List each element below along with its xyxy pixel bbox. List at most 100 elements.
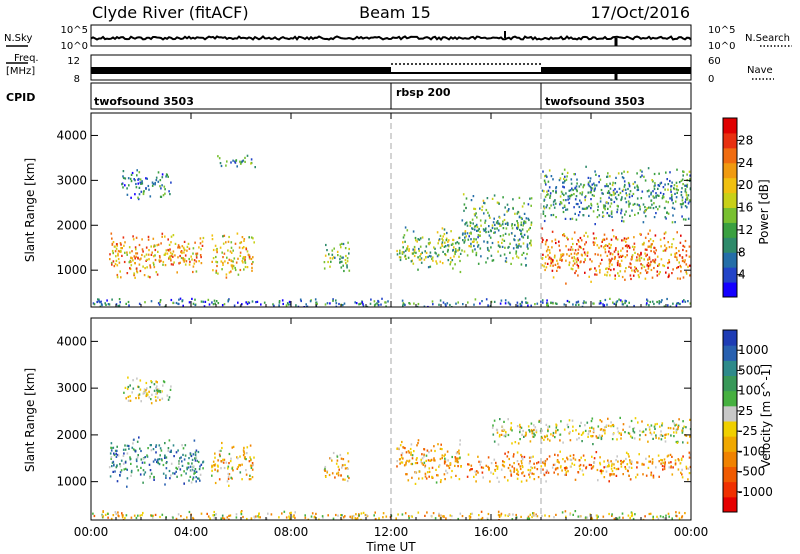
velocity-cell — [156, 385, 158, 388]
velocity-cell — [447, 459, 449, 462]
velocity-cell — [351, 517, 354, 520]
power-cell — [527, 203, 530, 206]
power-cell — [225, 273, 228, 276]
velocity-cell — [493, 419, 496, 422]
power-cell — [667, 183, 670, 186]
power-cell — [552, 190, 554, 193]
power-cell — [611, 257, 613, 260]
velocity-cell — [293, 514, 295, 517]
power-cell — [604, 251, 607, 254]
power-cell — [428, 254, 431, 258]
power-cell — [116, 276, 119, 279]
velocity-cell — [340, 474, 342, 477]
power-cell — [604, 298, 607, 302]
velocity-cell — [586, 516, 589, 519]
power-cell — [530, 221, 533, 224]
power-cell — [587, 176, 590, 179]
velocity-y-axis-label: Slant Range [km] — [23, 368, 37, 472]
velocity-cell — [605, 470, 608, 473]
velocity-cell — [642, 518, 645, 520]
power-cell — [594, 187, 596, 190]
velocity-cell — [439, 514, 441, 517]
velocity-cell — [288, 515, 290, 518]
power-cell — [517, 210, 519, 214]
power-cell — [583, 251, 586, 254]
power-cell — [630, 266, 632, 269]
power-cell — [671, 246, 673, 249]
power-cell — [509, 303, 512, 306]
power-cell — [162, 263, 164, 266]
velocity-cell — [227, 477, 230, 480]
power-cell — [489, 216, 491, 219]
power-cell — [123, 244, 125, 247]
power-cell — [446, 250, 449, 253]
power-cell — [634, 213, 636, 216]
velocity-cell — [402, 457, 404, 460]
velocity-cell — [638, 438, 641, 441]
power-cell — [499, 224, 501, 227]
power-cell — [124, 184, 126, 187]
velocity-cell — [243, 452, 246, 455]
power-cell — [675, 181, 678, 184]
velocity-cell — [514, 441, 517, 444]
power-cell — [152, 237, 155, 240]
power-cell — [606, 267, 608, 270]
velocity-cell — [517, 473, 520, 476]
power-cell — [250, 158, 253, 161]
power-cell — [524, 257, 527, 260]
velocity-cell — [156, 460, 158, 464]
power-cell — [447, 259, 450, 262]
velocity-cell — [434, 449, 436, 453]
y-tick-label: 2000 — [56, 428, 87, 442]
power-cell — [475, 223, 478, 226]
velocity-cell — [119, 465, 122, 468]
velocity-cell — [170, 474, 172, 477]
power-cell — [474, 207, 477, 211]
power-cell — [526, 301, 529, 304]
velocity-cell — [194, 451, 197, 454]
power-cell — [132, 259, 134, 262]
power-cell — [170, 241, 172, 244]
velocity-cell — [236, 467, 239, 470]
power-cell — [569, 189, 572, 192]
power-cell — [689, 177, 691, 180]
power-cell — [497, 222, 499, 225]
power-cell — [487, 248, 489, 251]
power-cell — [545, 183, 547, 186]
velocity-cell — [512, 455, 515, 458]
velocity-cell — [505, 431, 507, 434]
velocity-cell — [193, 439, 196, 442]
power-cell — [154, 248, 157, 252]
velocity-cell — [622, 473, 624, 476]
power-cell — [135, 236, 138, 239]
velocity-cell — [569, 513, 571, 516]
power-cell — [598, 302, 601, 305]
power-cell — [150, 245, 152, 248]
power-cell — [636, 197, 639, 200]
velocity-cell — [503, 465, 506, 468]
velocity-cell — [540, 429, 543, 432]
power-cell — [566, 175, 568, 178]
velocity-cell — [132, 448, 135, 451]
power-cell — [567, 195, 570, 198]
power-cell — [500, 299, 503, 302]
power-cell — [212, 269, 214, 272]
power-cell — [657, 208, 659, 211]
power-cell — [98, 298, 100, 301]
velocity-cell — [474, 470, 477, 473]
velocity-cell — [625, 457, 627, 461]
velocity-cell — [251, 468, 254, 471]
velocity-cell — [194, 468, 197, 471]
power-cell — [332, 256, 335, 259]
power-cell — [507, 246, 509, 249]
power-cell — [98, 300, 100, 303]
power-cell — [667, 304, 669, 307]
velocity-cell — [311, 512, 314, 515]
power-cell — [234, 266, 236, 270]
power-cell — [155, 271, 158, 274]
power-cell — [380, 303, 382, 306]
velocity-cell — [535, 431, 538, 434]
velocity-cell — [500, 512, 503, 515]
power-cell — [188, 263, 191, 266]
freq-tick-top: 12 — [67, 56, 80, 67]
